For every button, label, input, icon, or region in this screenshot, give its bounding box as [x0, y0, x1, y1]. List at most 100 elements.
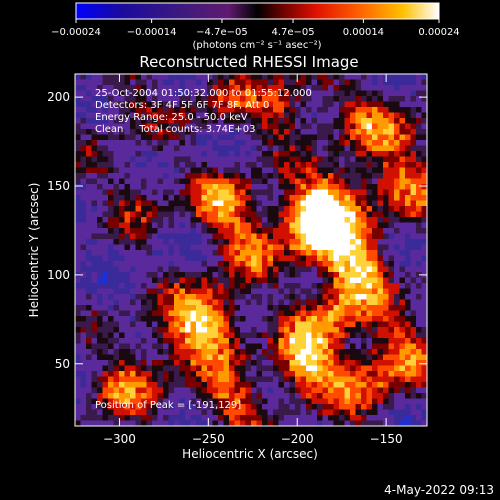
heatmap-cell — [135, 90, 142, 97]
heatmap-cell — [388, 349, 395, 355]
heatmap-cell — [168, 167, 175, 174]
heatmap-cell — [388, 272, 395, 278]
heatmap-cell — [339, 321, 345, 328]
heatmap-cell — [179, 162, 186, 168]
heatmap-cell — [146, 189, 153, 196]
heatmap-cell — [383, 349, 389, 355]
heatmap-cell — [278, 206, 285, 212]
heatmap-cell — [421, 415, 428, 421]
heatmap-cell — [394, 409, 400, 416]
heatmap-cell — [91, 277, 98, 284]
heatmap-cell — [372, 134, 378, 141]
heatmap-cell — [201, 90, 208, 97]
heatmap-cell — [212, 90, 219, 97]
heatmap-cell — [91, 239, 98, 245]
heatmap-cell — [344, 211, 351, 218]
heatmap-cell — [141, 189, 147, 196]
heatmap-cell — [75, 107, 81, 113]
heatmap-cell — [262, 349, 268, 355]
heatmap-cell — [311, 415, 318, 421]
heatmap-cell — [108, 266, 114, 273]
heatmap-cell — [377, 167, 384, 174]
heatmap-cell — [212, 343, 219, 350]
heatmap-cell — [421, 151, 428, 157]
heatmap-cell — [130, 200, 136, 207]
heatmap-cell — [399, 338, 406, 344]
heatmap-cell — [157, 250, 164, 256]
heatmap-cell — [212, 393, 219, 399]
heatmap-cell — [344, 360, 351, 366]
heatmap-cell — [157, 393, 164, 399]
heatmap-cell — [102, 255, 109, 262]
heatmap-cell — [113, 206, 120, 212]
heatmap-cell — [157, 409, 164, 416]
heatmap-cell — [350, 415, 356, 421]
heatmap-cell — [350, 79, 356, 86]
heatmap-cell — [152, 184, 158, 190]
heatmap-cell — [218, 371, 224, 377]
heatmap-cell — [306, 365, 312, 372]
heatmap-cell — [350, 74, 356, 80]
heatmap-cell — [267, 222, 274, 229]
heatmap-cell — [201, 420, 208, 427]
heatmap-cell — [405, 228, 411, 234]
heatmap-cell — [124, 162, 131, 168]
heatmap-cell — [421, 118, 428, 124]
heatmap-cell — [339, 338, 345, 344]
heatmap-cell — [262, 371, 268, 377]
heatmap-cell — [377, 217, 384, 223]
heatmap-cell — [97, 173, 103, 179]
heatmap-cell — [80, 195, 87, 201]
heatmap-cell — [174, 79, 180, 86]
heatmap-cell — [394, 343, 400, 350]
heatmap-cell — [267, 156, 274, 163]
heatmap-cell — [383, 288, 389, 295]
heatmap-cell — [80, 74, 87, 80]
heatmap-cell — [108, 211, 114, 218]
heatmap-cell — [410, 349, 417, 355]
heatmap-cell — [201, 327, 208, 333]
heatmap-cell — [333, 321, 340, 328]
heatmap-cell — [306, 118, 312, 124]
heatmap-cell — [223, 217, 230, 223]
heatmap-cell — [317, 404, 323, 410]
heatmap-cell — [86, 211, 92, 218]
heatmap-cell — [108, 294, 114, 300]
heatmap-cell — [108, 178, 114, 185]
heatmap-cell — [339, 189, 345, 196]
heatmap-cell — [295, 294, 301, 300]
heatmap-cell — [124, 305, 131, 311]
heatmap-cell — [278, 393, 285, 399]
heatmap-cell — [174, 415, 180, 421]
heatmap-cell — [168, 266, 175, 273]
heatmap-cell — [295, 244, 301, 251]
heatmap-cell — [284, 354, 290, 361]
heatmap-cell — [135, 382, 142, 388]
heatmap-cell — [289, 239, 296, 245]
heatmap-cell — [300, 195, 307, 201]
heatmap-cell — [240, 162, 246, 168]
heatmap-cell — [245, 321, 252, 328]
heatmap-cell — [152, 145, 158, 152]
heatmap-cell — [152, 365, 158, 372]
heatmap-cell — [388, 327, 395, 333]
heatmap-cell — [388, 184, 395, 190]
heatmap-cell — [394, 299, 400, 306]
heatmap-cell — [350, 123, 356, 130]
heatmap-cell — [306, 167, 312, 174]
heatmap-cell — [317, 316, 323, 322]
heatmap-cell — [278, 409, 285, 416]
heatmap-cell — [75, 134, 81, 141]
heatmap-cell — [361, 382, 367, 388]
heatmap-cell — [108, 222, 114, 229]
heatmap-cell — [416, 409, 422, 416]
heatmap-cell — [361, 129, 367, 135]
heatmap-cell — [102, 123, 109, 130]
heatmap-cell — [267, 167, 274, 174]
heatmap-cell — [278, 365, 285, 372]
heatmap-cell — [135, 244, 142, 251]
heatmap-cell — [256, 360, 263, 366]
heatmap-cell — [146, 112, 153, 119]
heatmap-cell — [339, 112, 345, 119]
heatmap-cell — [135, 305, 142, 311]
